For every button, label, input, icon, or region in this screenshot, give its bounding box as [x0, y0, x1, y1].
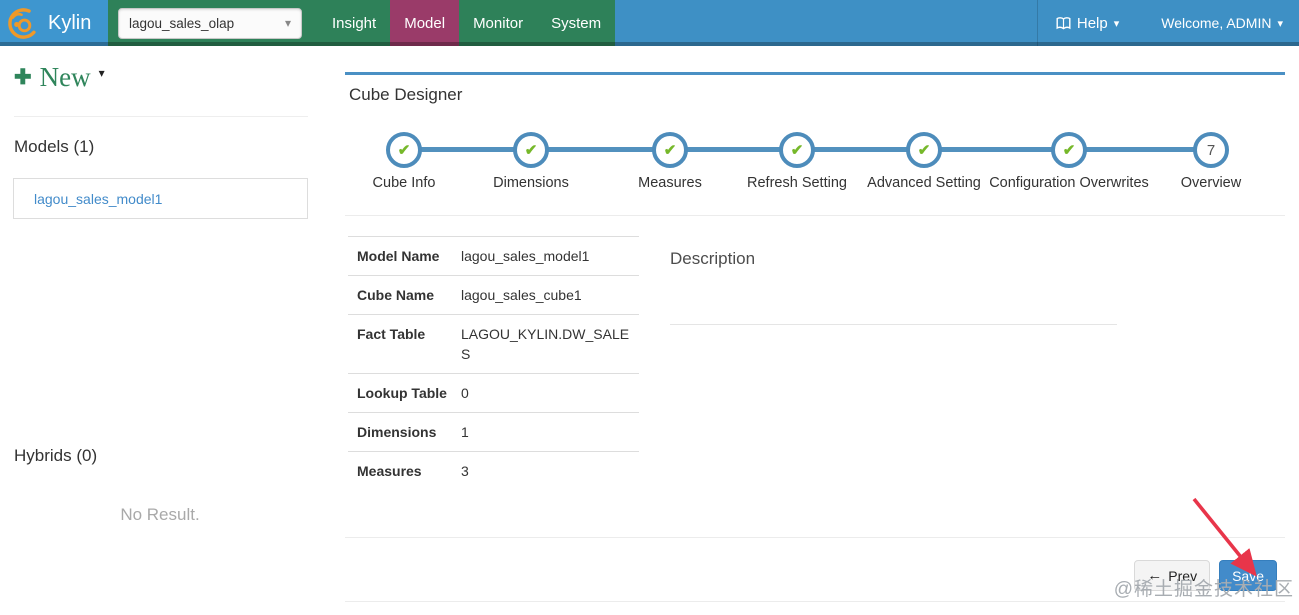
divider	[345, 601, 1285, 602]
cube-designer-panel: Cube Designer ✔ Cube Info ✔ Dimensions ✔…	[345, 72, 1285, 615]
check-icon: ✔	[1062, 141, 1076, 159]
brand-name: Kylin	[48, 11, 92, 34]
row-value: LAGOU_KYLIN.DW_SALES	[452, 314, 639, 374]
step-number: 7	[1206, 141, 1216, 159]
check-icon: ✔	[524, 141, 538, 159]
hybrids-heading: Hybrids (0)	[14, 446, 98, 465]
tab-insight[interactable]: Insight	[318, 0, 391, 46]
table-row: Dimensions 1	[348, 412, 639, 452]
no-result-text: No Result.	[120, 505, 200, 524]
welcome-label: Welcome, ADMIN	[1161, 15, 1272, 31]
tab-model[interactable]: Model	[390, 0, 460, 46]
step-label: Dimensions	[493, 175, 569, 191]
step-circle-current[interactable]: 7	[1193, 132, 1229, 168]
navbar-right: Help ▾ Welcome, ADMIN ▾	[1036, 0, 1299, 46]
table-row: Model Name lagou_sales_model1	[348, 236, 639, 276]
description-label: Description	[670, 249, 756, 268]
check-icon: ✔	[790, 141, 804, 159]
model-list-item[interactable]: lagou_sales_model1	[13, 178, 308, 219]
table-row: Lookup Table 0	[348, 373, 639, 413]
step-circle-done[interactable]: ✔	[513, 132, 549, 168]
table-row: Fact Table LAGOU_KYLIN.DW_SALES	[348, 314, 639, 374]
wizard-steps: ✔ Cube Info ✔ Dimensions ✔ Measures ✔ Re…	[345, 75, 1285, 215]
new-button-label: New	[39, 62, 91, 92]
description-section: Description	[670, 249, 1117, 325]
step-label: Overview	[1180, 175, 1242, 191]
page-title: Cube Designer	[349, 85, 463, 104]
kylin-logo-icon	[8, 7, 39, 39]
step-label: Advanced Setting	[867, 175, 981, 191]
help-menu[interactable]: Help ▾	[1036, 0, 1137, 46]
step-label: Measures	[638, 175, 702, 191]
plus-icon: ✚	[14, 66, 32, 89]
check-icon: ✔	[917, 141, 931, 159]
new-button[interactable]: ✚ New ▾	[14, 62, 105, 93]
step-label: Configuration Overwrites	[989, 175, 1149, 191]
watermark-text: @稀土掘金技术社区	[1113, 579, 1294, 600]
table-row: Measures 3	[348, 451, 639, 490]
step-circle-done[interactable]: ✔	[779, 132, 815, 168]
model-link[interactable]: lagou_sales_model1	[34, 190, 163, 207]
step-circle-done[interactable]: ✔	[386, 132, 422, 168]
row-label: Measures	[348, 451, 452, 490]
project-area: lagou_sales_olap ▾	[108, 0, 318, 46]
row-value: lagou_sales_cube1	[452, 275, 639, 315]
user-menu[interactable]: Welcome, ADMIN ▾	[1137, 0, 1299, 46]
tab-monitor[interactable]: Monitor	[459, 0, 538, 46]
row-value: 1	[452, 412, 639, 452]
table-row: Cube Name lagou_sales_cube1	[348, 275, 639, 315]
arrow-left-icon: ←	[1147, 567, 1163, 584]
cube-summary-table: Model Name lagou_sales_model1 Cube Name …	[348, 236, 639, 490]
step-circle-done[interactable]: ✔	[1051, 132, 1087, 168]
step-label: Refresh Setting	[747, 175, 847, 191]
chevron-down-icon: ▾	[1113, 17, 1120, 30]
row-value: lagou_sales_model1	[452, 236, 639, 276]
row-label: Model Name	[348, 236, 452, 276]
row-label: Cube Name	[348, 275, 452, 315]
row-value: 3	[452, 451, 639, 490]
chevron-down-icon: ▾	[1277, 17, 1283, 30]
row-label: Fact Table	[348, 314, 452, 374]
top-navbar: Kylin lagou_sales_olap ▾ Insight Model M…	[0, 0, 1299, 46]
check-icon: ✔	[663, 141, 677, 159]
description-field	[670, 269, 1117, 325]
prev-button-label: Prev	[1168, 567, 1198, 584]
models-heading: Models (1)	[14, 137, 95, 156]
chevron-down-icon: ▾	[98, 65, 105, 80]
step-circle-done[interactable]: ✔	[652, 132, 688, 168]
navbar-spacer	[615, 0, 1037, 46]
row-value: 0	[452, 373, 639, 413]
tab-system[interactable]: System	[537, 0, 616, 46]
divider	[345, 537, 1285, 538]
help-label: Help	[1076, 14, 1108, 32]
sidebar-divider	[14, 116, 308, 117]
chevron-down-icon: ▾	[284, 16, 291, 30]
step-circle-done[interactable]: ✔	[906, 132, 942, 168]
book-icon	[1056, 16, 1071, 29]
row-label: Lookup Table	[348, 373, 452, 413]
divider	[345, 215, 1285, 216]
row-label: Dimensions	[348, 412, 452, 452]
brand: Kylin	[0, 0, 108, 46]
project-select-value: lagou_sales_olap	[129, 15, 235, 31]
sidebar: ✚ New ▾ Models (1) lagou_sales_model1 Hy…	[0, 46, 340, 615]
step-label: Cube Info	[372, 175, 436, 191]
project-select[interactable]: lagou_sales_olap ▾	[118, 7, 302, 39]
check-icon: ✔	[397, 141, 411, 159]
